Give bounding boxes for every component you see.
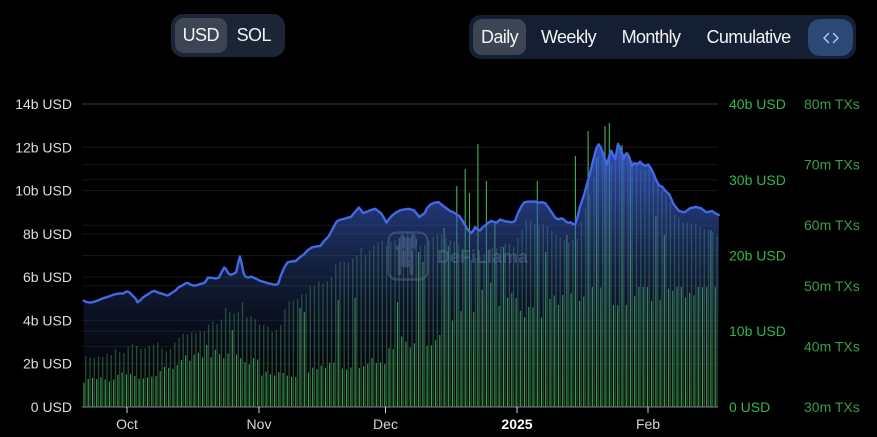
svg-text:Nov: Nov xyxy=(247,416,272,432)
svg-text:40b USD: 40b USD xyxy=(729,96,786,112)
svg-text:10b USD: 10b USD xyxy=(729,323,786,339)
svg-text:8b USD: 8b USD xyxy=(23,226,72,242)
svg-text:2b USD: 2b USD xyxy=(23,356,72,372)
svg-text:50m TXs: 50m TXs xyxy=(804,278,860,294)
svg-text:30b USD: 30b USD xyxy=(729,172,786,188)
svg-text:6b USD: 6b USD xyxy=(23,269,72,285)
svg-text:12b USD: 12b USD xyxy=(15,139,72,155)
svg-text:10b USD: 10b USD xyxy=(15,183,72,199)
svg-text:20b USD: 20b USD xyxy=(729,248,786,264)
svg-text:40m TXs: 40m TXs xyxy=(804,338,860,354)
svg-text:0 USD: 0 USD xyxy=(729,399,770,415)
svg-text:0 USD: 0 USD xyxy=(31,399,72,415)
svg-text:Feb: Feb xyxy=(636,416,660,432)
svg-text:14b USD: 14b USD xyxy=(15,96,72,112)
svg-text:Dec: Dec xyxy=(373,416,398,432)
svg-text:70m TXs: 70m TXs xyxy=(804,157,860,173)
svg-text:30m TXs: 30m TXs xyxy=(804,399,860,415)
svg-text:60m TXs: 60m TXs xyxy=(804,217,860,233)
svg-text:80m TXs: 80m TXs xyxy=(804,96,860,112)
svg-text:4b USD: 4b USD xyxy=(23,312,72,328)
svg-text:Oct: Oct xyxy=(116,416,138,432)
svg-text:2025: 2025 xyxy=(501,416,532,432)
